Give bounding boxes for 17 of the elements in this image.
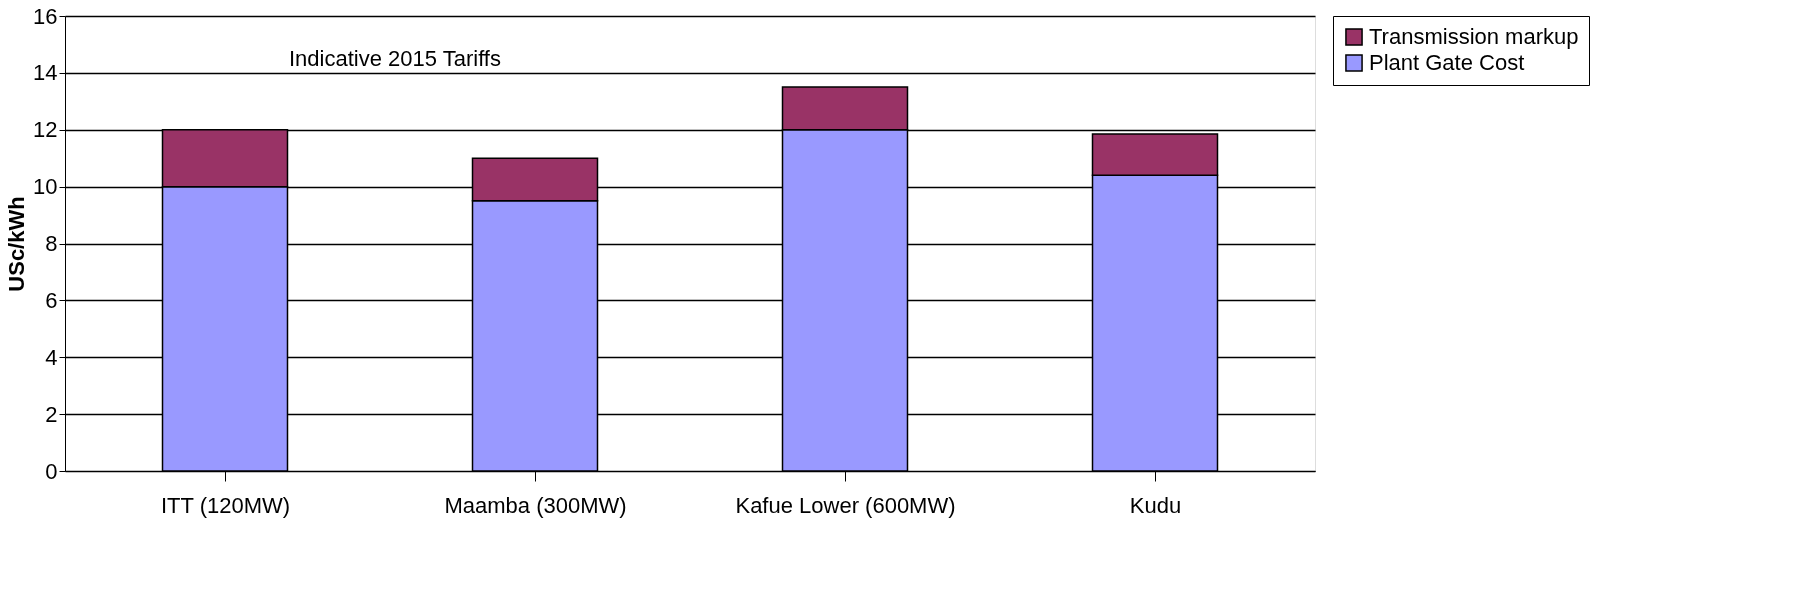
y-tick-label: 8 — [45, 231, 58, 256]
legend-label: Plant Gate Cost — [1369, 50, 1525, 75]
y-tick-label: 4 — [45, 344, 58, 370]
y-tick-label: 12 — [33, 117, 58, 143]
annotation: Indicative 2015 Tariffs — [289, 46, 501, 71]
legend-label: Transmission markup — [1369, 24, 1579, 49]
x-tick-label: Kudu — [1129, 492, 1182, 518]
y-tick-label: 0 — [45, 458, 58, 484]
x-tick-label: ITT (120MW) — [160, 492, 291, 518]
y-tick-label: 6 — [45, 287, 58, 313]
y-tick-label: 10 — [33, 174, 58, 200]
y-tick-label: 14 — [33, 60, 58, 86]
y-tick-label: 2 — [45, 401, 58, 427]
y-axis-title: USc/kWh — [4, 196, 30, 292]
x-tick-label: Maamba (300MW) — [444, 492, 627, 518]
x-tick-label: Kafue Lower (600MW) — [735, 492, 956, 518]
y-tick-label: 16 — [33, 3, 58, 29]
